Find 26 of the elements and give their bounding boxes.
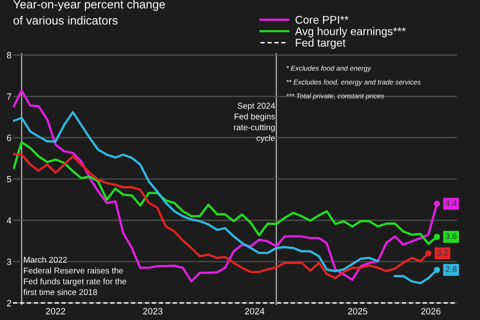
data-label: 2.8	[446, 266, 457, 272]
ref-line-label: March 2022 Federal Reserve raises the Fed funds target rate for the first time since 2018	[23, 256, 126, 296]
x-tick-label: 2026	[421, 308, 440, 314]
y-tick-label: 8	[6, 52, 12, 58]
data-label: 4.4	[445, 200, 457, 206]
point	[425, 250, 432, 256]
point	[434, 234, 440, 240]
legend-label: Fed target	[296, 38, 346, 49]
y-tick-label: 3	[6, 258, 12, 265]
point	[434, 266, 440, 274]
y-tick-label: 2	[7, 300, 12, 306]
data-label: 3.2	[436, 250, 448, 256]
x-tick-label: 2024	[245, 308, 264, 314]
x-tick-label: 2023	[143, 308, 162, 314]
data-label: 3.6	[446, 233, 457, 240]
y-tick-label: 6	[7, 134, 12, 142]
ref-line-label: Sept 2024 Fed begins rate-cutting cycle	[234, 102, 275, 143]
legend-label: Avg hourly earnings***	[294, 27, 406, 38]
y-tick-label: 7	[7, 93, 12, 100]
chart-title: Year-on-year percent change of various indicators	[13, 0, 165, 25]
y-tick-label: 5	[6, 176, 12, 182]
x-tick-label: 2025	[348, 308, 368, 314]
legend-label: Core PPI**	[296, 16, 349, 24]
point	[434, 200, 440, 207]
y-tick-label: 4	[6, 217, 12, 224]
x-tick-label: 2022	[46, 308, 66, 314]
